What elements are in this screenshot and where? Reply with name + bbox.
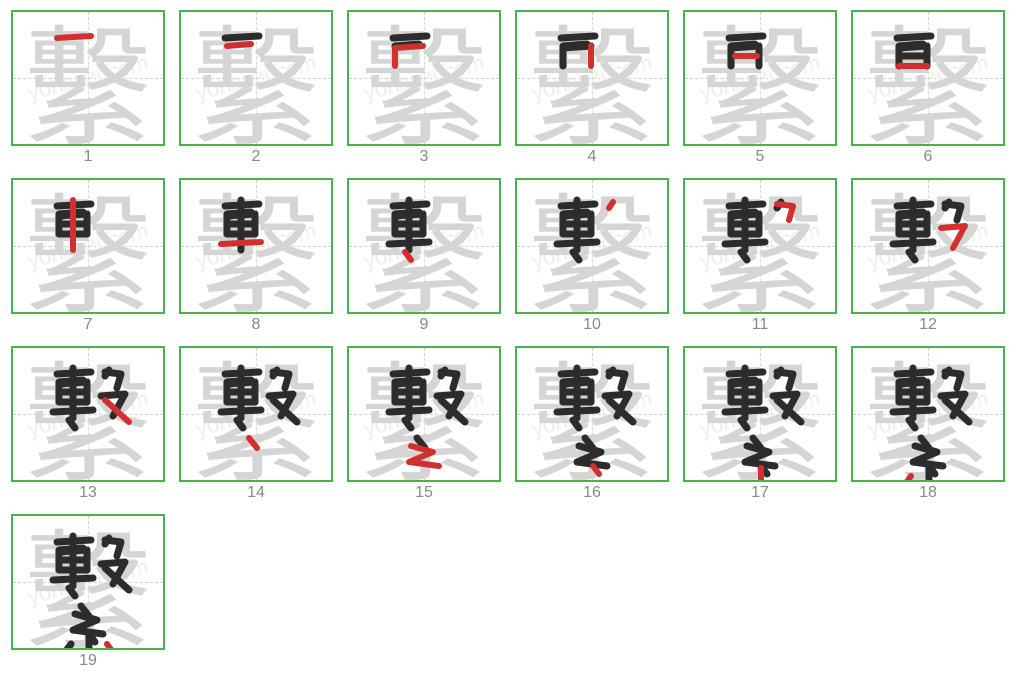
cell-box: yohanzi.com繫: [347, 10, 501, 146]
char-layer: 繫: [517, 12, 667, 144]
stroke-cell-17: yohanzi.com繫 17: [682, 346, 838, 502]
char-layer: 繫: [349, 180, 499, 312]
stroke-cell-9: yohanzi.com繫 9: [346, 178, 502, 334]
ghost-character: 繫: [23, 514, 153, 650]
ghost-character: 繫: [191, 10, 321, 146]
stroke-number-label: 4: [588, 148, 597, 166]
char-layer: 繫: [13, 180, 163, 312]
stroke-cell-16: yohanzi.com繫 16: [514, 346, 670, 502]
stroke-number-label: 11: [752, 316, 769, 334]
cell-box: yohanzi.com繫: [683, 178, 837, 314]
cell-box: yohanzi.com繫: [515, 178, 669, 314]
stroke-cell-11: yohanzi.com繫 11: [682, 178, 838, 334]
cell-box: yohanzi.com繫: [851, 346, 1005, 482]
char-layer: 繫: [853, 348, 1003, 480]
cell-box: yohanzi.com繫: [683, 10, 837, 146]
ghost-character: 繫: [359, 346, 489, 482]
stroke-cell-7: yohanzi.com繫 7: [10, 178, 166, 334]
ghost-character: 繫: [863, 346, 993, 482]
char-layer: 繫: [685, 12, 835, 144]
ghost-character: 繫: [527, 10, 657, 146]
stroke-number-label: 14: [247, 484, 265, 502]
cell-box: yohanzi.com繫: [851, 178, 1005, 314]
char-layer: 繫: [685, 180, 835, 312]
cell-box: yohanzi.com繫: [179, 10, 333, 146]
ghost-character: 繫: [695, 178, 825, 314]
stroke-number-label: 18: [919, 484, 937, 502]
char-layer: 繫: [13, 348, 163, 480]
ghost-character: 繫: [527, 346, 657, 482]
char-layer: 繫: [13, 516, 163, 648]
char-layer: 繫: [853, 12, 1003, 144]
char-layer: 繫: [517, 348, 667, 480]
stroke-cell-8: yohanzi.com繫 8: [178, 178, 334, 334]
cell-box: yohanzi.com繫: [11, 178, 165, 314]
cell-box: yohanzi.com繫: [179, 178, 333, 314]
stroke-number-label: 2: [252, 148, 261, 166]
stroke-cell-2: yohanzi.com繫 2: [178, 10, 334, 166]
ghost-character: 繫: [359, 178, 489, 314]
char-layer: 繫: [853, 180, 1003, 312]
char-layer: 繫: [181, 180, 331, 312]
stroke-number-label: 1: [84, 148, 93, 166]
stroke-cell-15: yohanzi.com繫 15: [346, 346, 502, 502]
cell-box: yohanzi.com繫: [347, 346, 501, 482]
ghost-character: 繫: [863, 178, 993, 314]
stroke-cell-19: yohanzi.com繫 19: [10, 514, 166, 670]
stroke-number-label: 12: [919, 316, 937, 334]
stroke-number-label: 15: [415, 484, 433, 502]
cell-box: yohanzi.com繫: [11, 514, 165, 650]
stroke-number-label: 6: [924, 148, 933, 166]
stroke-cell-1: yohanzi.com繫 1: [10, 10, 166, 166]
cell-box: yohanzi.com繫: [515, 10, 669, 146]
stroke-number-label: 16: [583, 484, 601, 502]
char-layer: 繫: [517, 180, 667, 312]
stroke-cell-3: yohanzi.com繫 3: [346, 10, 502, 166]
cell-box: yohanzi.com繫: [347, 178, 501, 314]
stroke-number-label: 3: [420, 148, 429, 166]
stroke-number-label: 8: [252, 316, 261, 334]
cell-box: yohanzi.com繫: [515, 346, 669, 482]
char-layer: 繫: [13, 12, 163, 144]
stroke-number-label: 5: [756, 148, 765, 166]
stroke-cell-10: yohanzi.com繫 10: [514, 178, 670, 334]
ghost-character: 繫: [191, 178, 321, 314]
cell-box: yohanzi.com繫: [179, 346, 333, 482]
stroke-grid: yohanzi.com繫1yohanzi.com繫2yohanzi.com繫3y…: [0, 0, 1016, 680]
cell-box: yohanzi.com繫: [11, 10, 165, 146]
stroke-number-label: 13: [79, 484, 97, 502]
cell-box: yohanzi.com繫: [683, 346, 837, 482]
stroke-cell-12: yohanzi.com繫 12: [850, 178, 1006, 334]
char-layer: 繫: [685, 348, 835, 480]
stroke-cell-6: yohanzi.com繫 6: [850, 10, 1006, 166]
ghost-character: 繫: [359, 10, 489, 146]
ghost-character: 繫: [527, 178, 657, 314]
stroke-cell-18: yohanzi.com繫 18: [850, 346, 1006, 502]
ghost-character: 繫: [695, 10, 825, 146]
stroke-number-label: 10: [583, 316, 601, 334]
stroke-number-label: 19: [79, 652, 97, 670]
stroke-cell-14: yohanzi.com繫 14: [178, 346, 334, 502]
ghost-character: 繫: [23, 10, 153, 146]
char-layer: 繫: [181, 12, 331, 144]
cell-box: yohanzi.com繫: [11, 346, 165, 482]
ghost-character: 繫: [863, 10, 993, 146]
char-layer: 繫: [181, 348, 331, 480]
ghost-character: 繫: [695, 346, 825, 482]
stroke-cell-13: yohanzi.com繫 13: [10, 346, 166, 502]
stroke-cell-4: yohanzi.com繫 4: [514, 10, 670, 166]
ghost-character: 繫: [23, 178, 153, 314]
stroke-number-label: 17: [751, 484, 769, 502]
cell-box: yohanzi.com繫: [851, 10, 1005, 146]
stroke-cell-5: yohanzi.com繫 5: [682, 10, 838, 166]
char-layer: 繫: [349, 12, 499, 144]
ghost-character: 繫: [191, 346, 321, 482]
ghost-character: 繫: [23, 346, 153, 482]
stroke-number-label: 9: [420, 316, 429, 334]
char-layer: 繫: [349, 348, 499, 480]
stroke-number-label: 7: [84, 316, 93, 334]
